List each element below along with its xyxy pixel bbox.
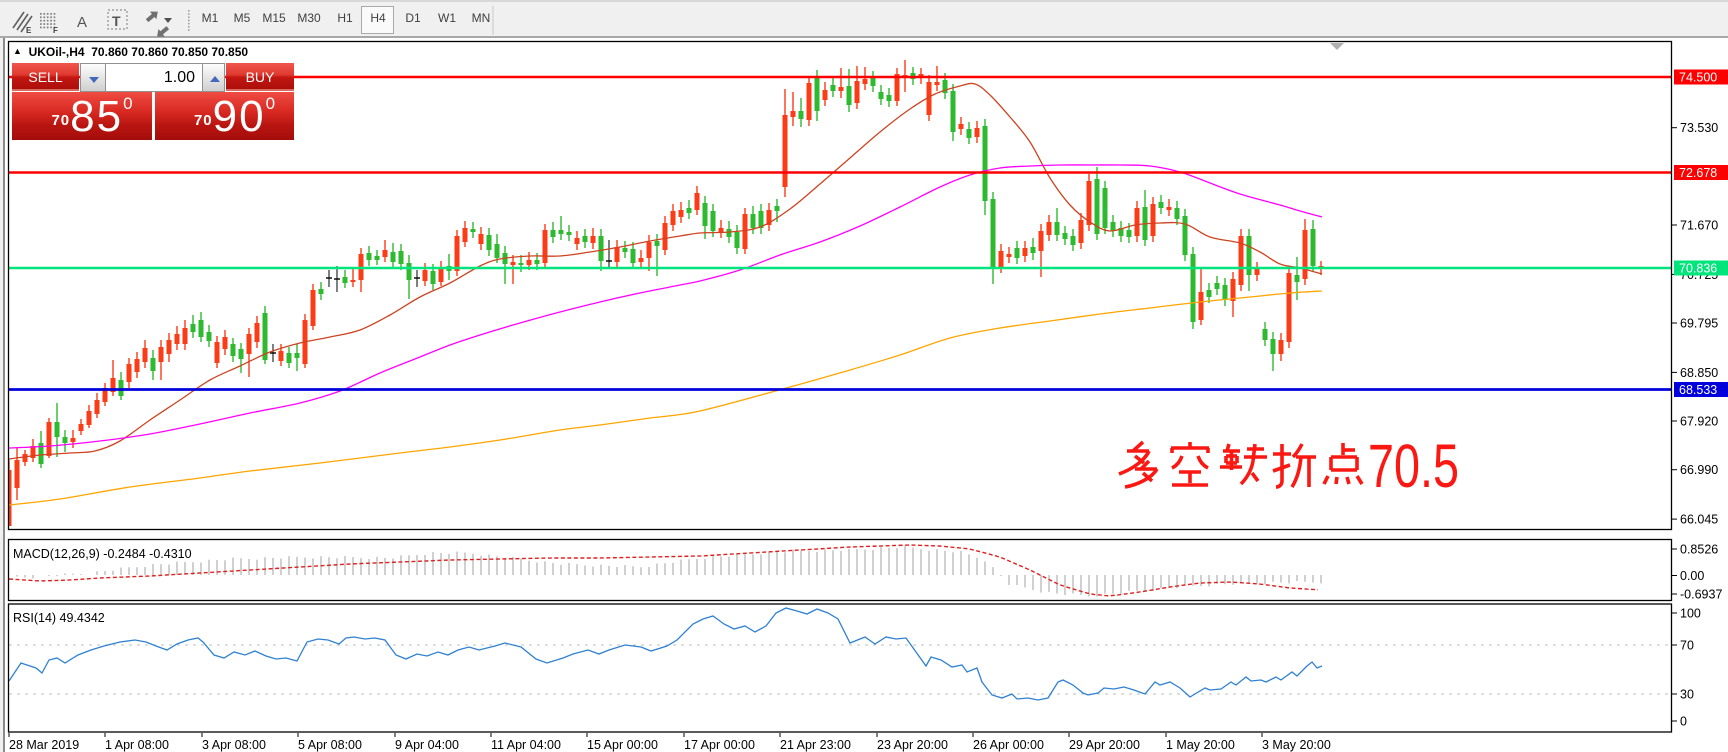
svg-text:30: 30: [1680, 688, 1694, 702]
svg-text:26 Apr 00:00: 26 Apr 00:00: [973, 738, 1044, 752]
svg-text:17 Apr 00:00: 17 Apr 00:00: [684, 738, 755, 752]
svg-text:66.045: 66.045: [1680, 513, 1718, 527]
svg-text:1 May 20:00: 1 May 20:00: [1166, 738, 1235, 752]
svg-text:29 Apr 20:00: 29 Apr 20:00: [1069, 738, 1140, 752]
svg-text:68.533: 68.533: [1679, 383, 1717, 397]
svg-text:70.5: 70.5: [1368, 432, 1459, 500]
svg-text:E: E: [26, 26, 32, 35]
svg-text:15 Apr 00:00: 15 Apr 00:00: [587, 738, 658, 752]
svg-text:MACD(12,26,9) -0.2484 -0.4310: MACD(12,26,9) -0.2484 -0.4310: [13, 547, 192, 561]
svg-text:0: 0: [1680, 715, 1687, 729]
svg-text:0.00: 0.00: [1680, 569, 1704, 583]
svg-text:3 Apr 08:00: 3 Apr 08:00: [202, 738, 266, 752]
svg-text:5 Apr 08:00: 5 Apr 08:00: [298, 738, 362, 752]
svg-text:71.670: 71.670: [1680, 219, 1718, 233]
svg-text:A: A: [77, 14, 87, 31]
svg-text:100: 100: [1680, 607, 1701, 621]
svg-text:23 Apr 20:00: 23 Apr 20:00: [877, 738, 948, 752]
svg-text:9 Apr 04:00: 9 Apr 04:00: [395, 738, 459, 752]
svg-text:3 May 20:00: 3 May 20:00: [1262, 738, 1331, 752]
svg-text:RSI(14) 49.4342: RSI(14) 49.4342: [13, 611, 105, 625]
svg-text:0.8526: 0.8526: [1680, 543, 1718, 557]
svg-text:1 Apr 08:00: 1 Apr 08:00: [105, 738, 169, 752]
svg-text:68.850: 68.850: [1680, 366, 1718, 380]
svg-text:67.920: 67.920: [1680, 415, 1718, 429]
svg-text:74.500: 74.500: [1679, 71, 1717, 85]
svg-text:F: F: [53, 26, 58, 35]
svg-text:-0.6937: -0.6937: [1680, 588, 1722, 602]
svg-text:21 Apr 23:00: 21 Apr 23:00: [780, 738, 851, 752]
svg-text:72.678: 72.678: [1679, 166, 1717, 180]
svg-text:73.530: 73.530: [1680, 121, 1718, 135]
svg-text:T: T: [112, 13, 121, 29]
svg-text:28 Mar 2019: 28 Mar 2019: [9, 738, 79, 752]
svg-text:11 Apr 04:00: 11 Apr 04:00: [491, 738, 561, 752]
svg-text:70.836: 70.836: [1679, 262, 1717, 276]
svg-text:66.990: 66.990: [1680, 463, 1718, 477]
svg-text:70: 70: [1680, 639, 1694, 653]
svg-text:69.795: 69.795: [1680, 317, 1718, 331]
